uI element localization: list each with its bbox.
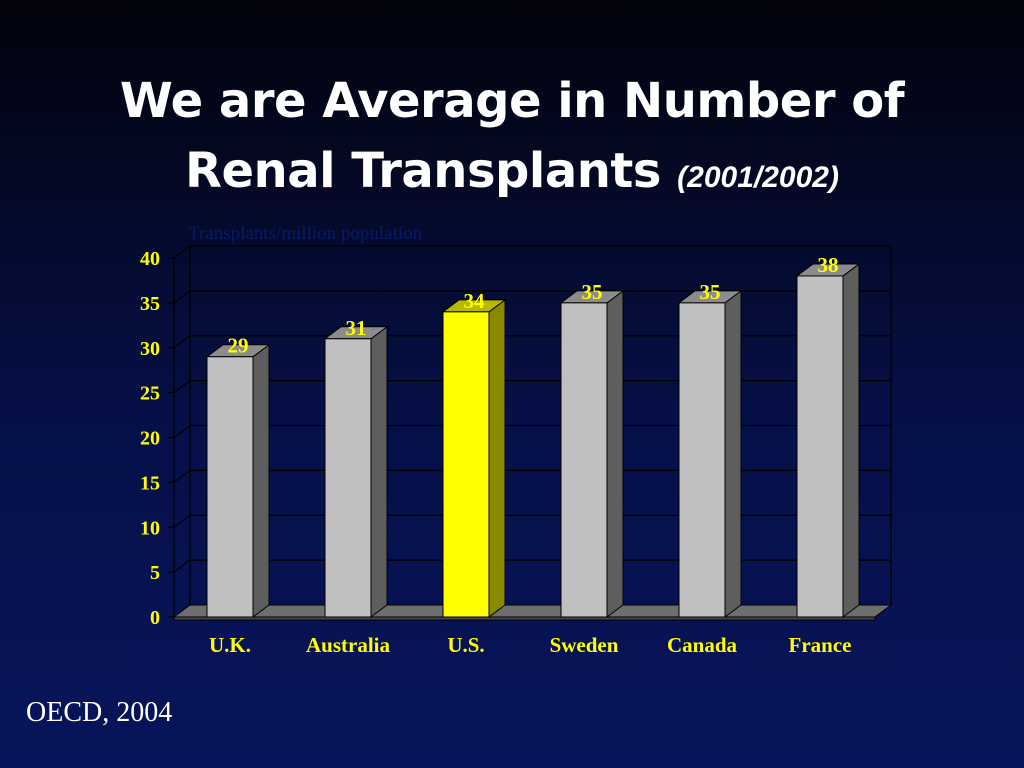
chart-floor [172, 604, 893, 621]
bar [795, 262, 861, 618]
bar [559, 289, 625, 618]
bar [677, 289, 743, 618]
bar-side [488, 298, 506, 618]
x-category-label: France [789, 633, 852, 657]
bar-front [796, 275, 844, 618]
data-labels: 29 31 34 35 35 38 [228, 253, 839, 358]
y-tick-label: 10 [140, 517, 160, 539]
title-year: (2001/2002) [677, 161, 839, 194]
bar-side [252, 343, 270, 618]
gridline-side [173, 425, 191, 438]
data-label: 34 [464, 289, 486, 313]
y-tick-label: 5 [150, 562, 160, 584]
gridline-side [173, 245, 191, 259]
title-line-1: We are Average in Number of [119, 73, 905, 129]
y-tick-label: 30 [140, 338, 160, 360]
bar-side [842, 262, 860, 618]
chart-bars [205, 262, 861, 618]
title-line-2: Renal Transplants (2001/2002) [0, 136, 1024, 213]
data-label: 35 [582, 280, 603, 304]
data-label: 31 [346, 316, 367, 340]
bar [441, 298, 507, 618]
bar-side [724, 289, 742, 618]
gridline-side [173, 559, 191, 573]
gridline-side [173, 380, 191, 394]
y-tick-label: 0 [150, 607, 160, 629]
y-axis-ticks: 0 5 10 15 20 25 30 35 40 [140, 248, 174, 629]
bar-front [678, 302, 726, 618]
bar-front [206, 356, 254, 618]
y-tick-label: 40 [140, 248, 160, 270]
bar [323, 325, 389, 618]
chart-floor-top [172, 604, 893, 618]
x-category-label: Australia [306, 633, 391, 657]
x-category-label: U.K. [209, 633, 251, 657]
y-axis-label: Transplants/million population [188, 223, 423, 244]
slide-title: We are Average in Number of Renal Transp… [0, 66, 1024, 213]
x-category-label: U.S. [447, 633, 484, 657]
bar-side [370, 325, 388, 618]
bar [205, 343, 271, 618]
data-label: 38 [818, 253, 839, 277]
bar-front [324, 338, 372, 618]
y-tick-label: 35 [140, 293, 160, 315]
y-tick-label: 20 [140, 428, 160, 450]
x-category-label: Sweden [550, 633, 619, 657]
source-citation: OECD, 2004 [26, 697, 173, 728]
bar-side [606, 289, 624, 618]
bar-front [442, 311, 490, 618]
chart-floor-front [173, 616, 876, 621]
gridline-side [173, 469, 191, 483]
gridline-side [173, 514, 191, 528]
chart-grid [173, 245, 892, 617]
x-category-label: Canada [667, 633, 738, 657]
y-tick-label: 25 [140, 383, 160, 405]
x-axis-labels: U.K. Australia U.S. Sweden Canada France [209, 633, 851, 657]
y-tick-label: 15 [140, 472, 160, 494]
data-label: 35 [700, 280, 721, 304]
gridline-side [173, 290, 191, 304]
bar-front [560, 302, 608, 618]
title-line-2-text: Renal Transplants [185, 143, 661, 199]
gridline-side [173, 335, 191, 349]
data-label: 29 [228, 334, 249, 358]
